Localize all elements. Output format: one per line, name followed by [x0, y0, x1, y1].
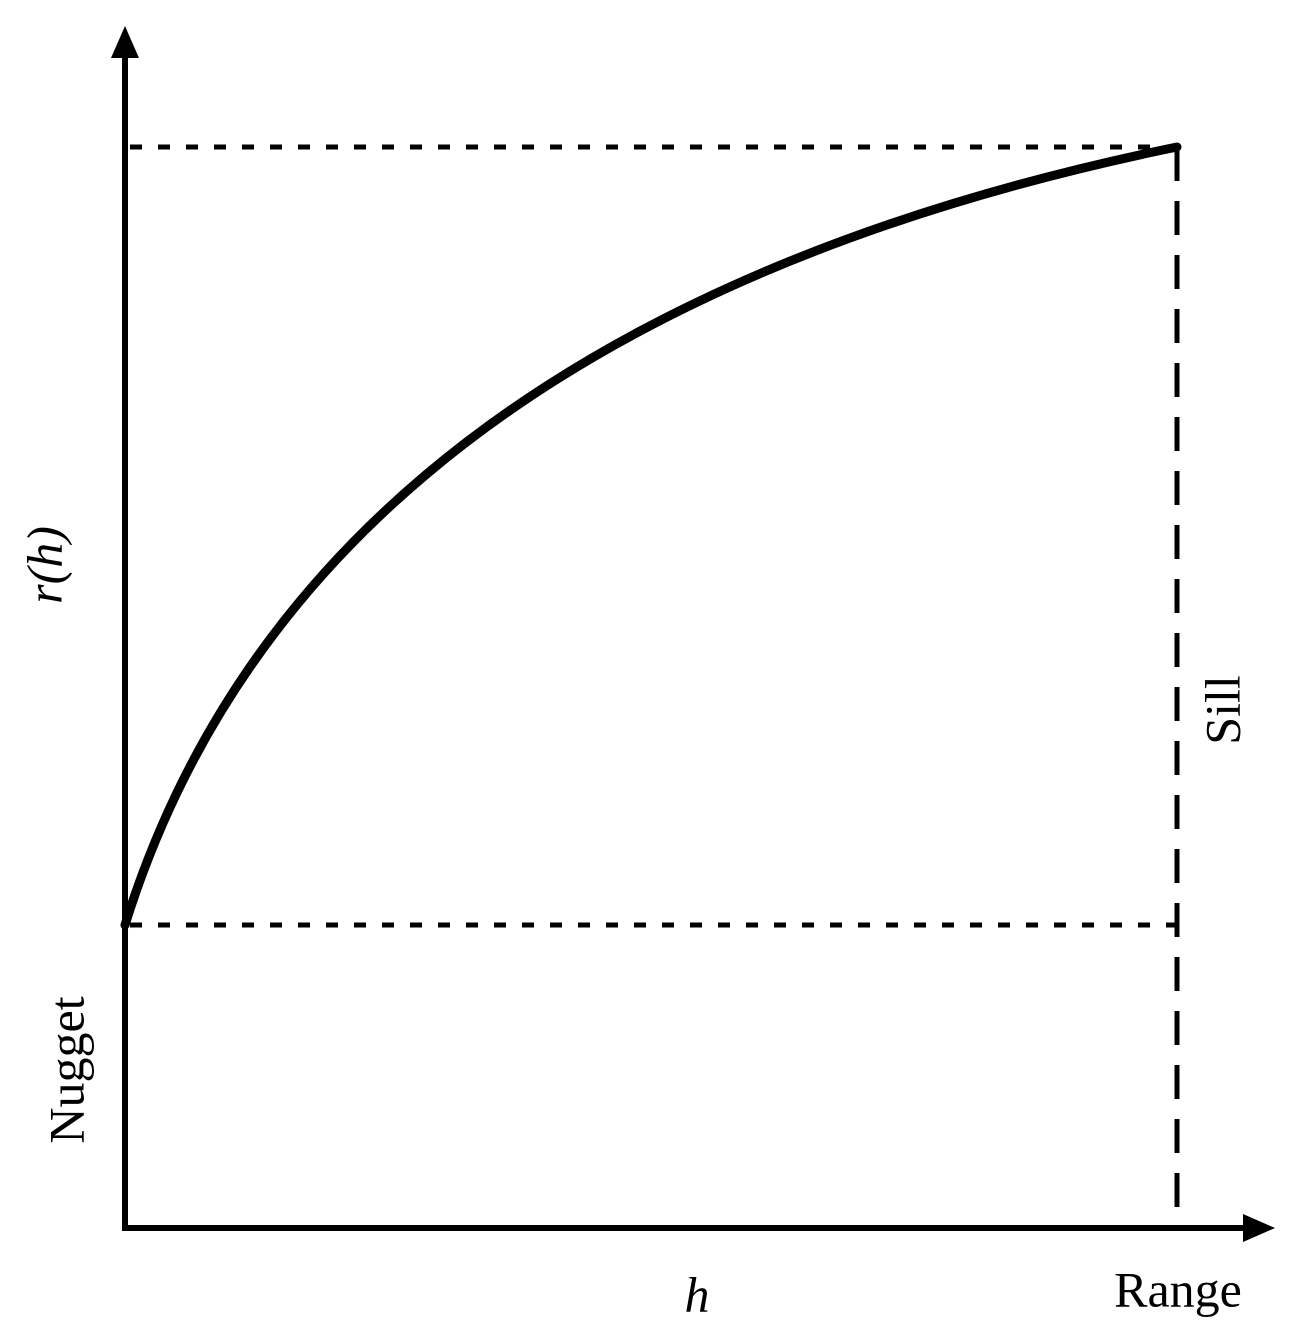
sill-label: Sill [1194, 675, 1250, 744]
y-axis-label: r(h) [16, 526, 72, 604]
range-label: Range [1114, 1261, 1242, 1317]
x-axis-label: h [685, 1266, 710, 1322]
y-axis-arrow [111, 26, 139, 58]
x-axis-arrow [1243, 1214, 1275, 1242]
nugget-label: Nugget [38, 996, 94, 1143]
variogram-curve [120, 142, 1182, 930]
